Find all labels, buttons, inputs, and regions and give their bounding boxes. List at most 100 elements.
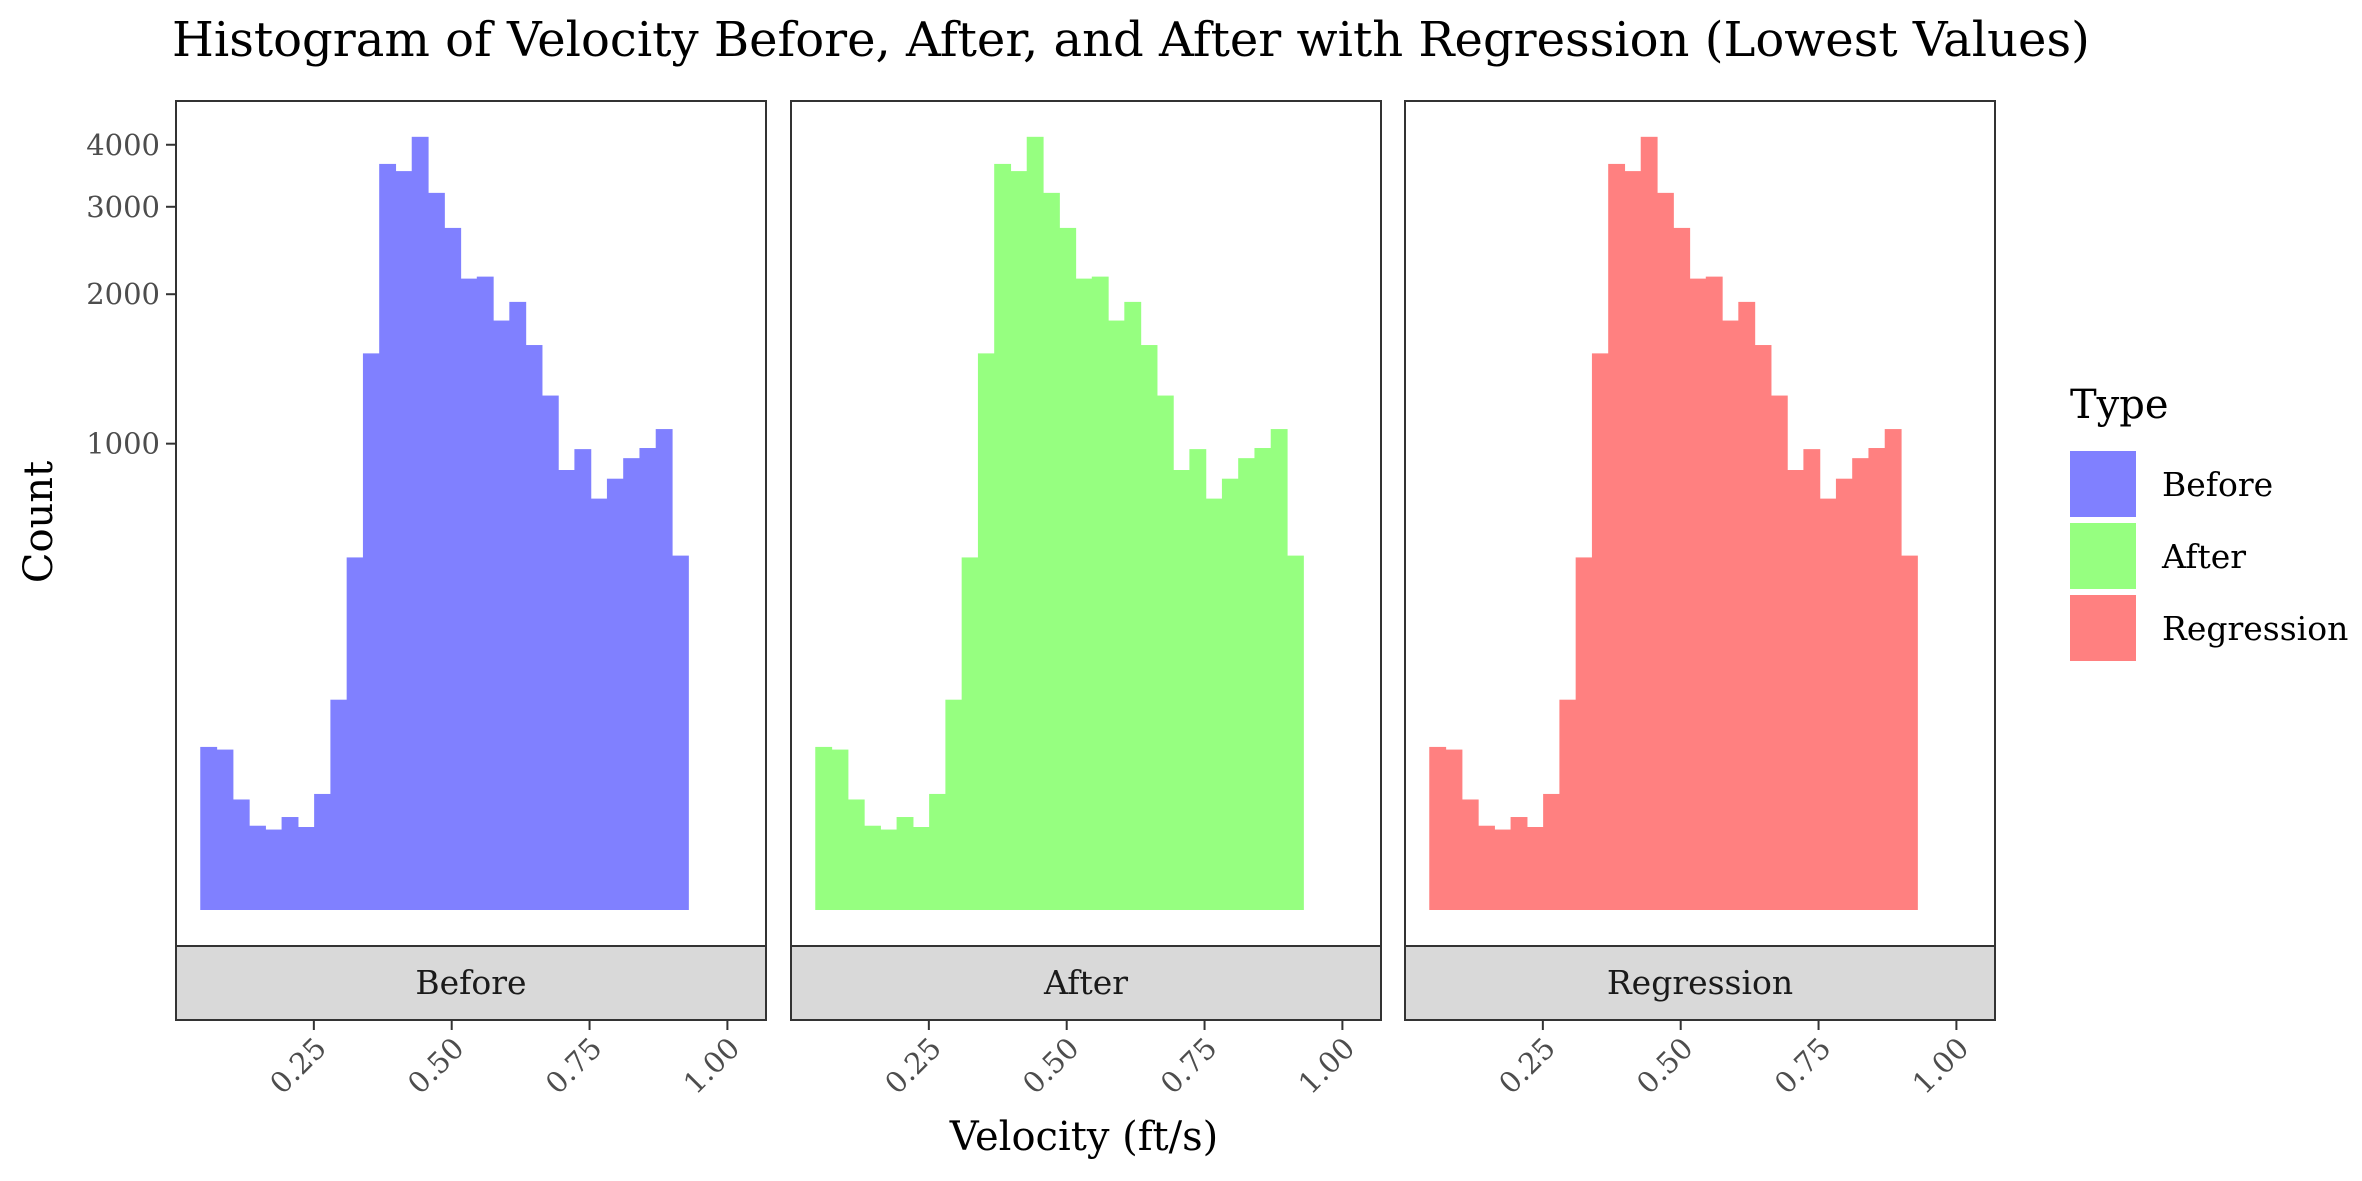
x-axis-title: Velocity (ft/s)	[949, 1114, 1218, 1160]
histogram-bar	[1091, 276, 1109, 910]
legend-key-after	[2070, 523, 2136, 589]
histogram-bar	[1852, 458, 1870, 910]
histogram-bar	[558, 470, 575, 910]
histogram-bar	[1673, 227, 1691, 910]
legend-label: Regression	[2162, 609, 2348, 648]
histogram-bar	[1608, 163, 1626, 910]
histogram-bar	[896, 817, 914, 910]
histogram-bar	[1900, 555, 1918, 910]
histogram-bar	[1803, 449, 1821, 910]
histogram-bar	[1461, 799, 1479, 910]
histogram-bar	[1754, 345, 1772, 910]
histogram-bar	[1059, 227, 1077, 910]
y-tick-label: 3000	[86, 190, 160, 224]
histogram-bar	[1543, 793, 1560, 910]
histogram-bar	[945, 699, 963, 910]
histogram-bar	[1270, 429, 1288, 910]
histogram-bar	[1429, 746, 1447, 910]
histogram-bar	[1770, 395, 1788, 910]
strip-background	[790, 945, 1382, 1021]
legend-label: After	[2161, 537, 2246, 576]
histogram-bar	[623, 458, 641, 910]
histogram-bar	[639, 448, 657, 910]
strip-background	[1404, 945, 1996, 1021]
legend-key-before	[2070, 451, 2136, 517]
histogram-bar	[1575, 557, 1593, 910]
histogram-bar	[541, 395, 559, 910]
histogram-bar	[1042, 192, 1060, 910]
histogram-bar	[994, 163, 1012, 910]
histogram-bar	[281, 817, 299, 910]
histogram-bar	[493, 320, 510, 910]
histogram-bar	[655, 429, 673, 910]
legend-entries: Before After Regression	[2070, 451, 2348, 661]
histogram-bar	[606, 478, 624, 910]
histogram-bar	[1705, 276, 1723, 910]
histogram-bar	[590, 498, 608, 910]
y-axis-title: Count	[16, 461, 62, 583]
histogram-bar	[1835, 478, 1853, 910]
histogram-bar	[1526, 827, 1544, 910]
histogram-bar	[1738, 301, 1756, 910]
histogram-bar	[297, 827, 315, 910]
legend: Type Before After Regression	[2070, 382, 2348, 661]
histogram-bar	[525, 345, 543, 910]
histogram-bar	[1254, 448, 1272, 910]
histogram-bar	[1156, 395, 1174, 910]
histogram-bar	[314, 793, 331, 910]
histogram-bar	[1140, 345, 1158, 910]
histogram-bar	[1884, 429, 1902, 910]
y-tick-label: 1000	[86, 427, 160, 461]
histogram-bar	[200, 746, 218, 910]
histogram-bar	[961, 557, 979, 910]
y-tick-label: 2000	[86, 277, 160, 311]
histogram-bar	[1124, 301, 1142, 910]
histogram-bar	[1656, 192, 1674, 910]
histogram-bar	[1559, 699, 1577, 910]
histogram-bar	[880, 829, 898, 910]
histogram-bar	[1238, 458, 1256, 910]
histogram-bar	[265, 829, 283, 910]
histogram-bar	[1205, 498, 1223, 910]
histogram-bar	[330, 699, 348, 910]
histogram-bar	[864, 825, 881, 910]
strip-background	[175, 945, 767, 1021]
histogram-bar	[1591, 353, 1609, 910]
histogram-bar	[346, 557, 364, 910]
histogram-bar	[1787, 470, 1804, 910]
histogram-bar	[912, 827, 930, 910]
histogram-bar	[1819, 498, 1837, 910]
histogram-bar	[1722, 320, 1739, 910]
y-tick-label: 4000	[86, 128, 160, 162]
histogram-bar	[395, 171, 413, 911]
histogram-bar	[476, 276, 494, 910]
legend-title: Type	[2070, 382, 2169, 428]
histogram-bar	[1868, 448, 1886, 910]
histogram-bar	[574, 449, 592, 910]
histogram-bar	[216, 749, 234, 910]
histogram-bar	[1075, 278, 1093, 910]
histogram-bar	[847, 799, 865, 910]
histogram-bar	[1689, 278, 1707, 910]
histogram-bar	[460, 278, 478, 910]
histogram-bar	[232, 799, 250, 910]
histogram-bar	[509, 301, 527, 910]
strip-label: Regression	[1607, 963, 1793, 1002]
histogram-bar	[929, 793, 946, 910]
chart-title: Histogram of Velocity Before, After, and…	[172, 12, 2090, 68]
histogram-bar	[1494, 829, 1512, 910]
histogram-bar	[1108, 320, 1125, 910]
legend-key-regression	[2070, 595, 2136, 661]
histogram-bar	[671, 555, 689, 910]
histogram-bar	[1173, 470, 1190, 910]
histogram-bar	[1478, 825, 1495, 910]
histogram-bar	[444, 227, 462, 910]
histogram-bar	[411, 136, 429, 910]
histogram-bar	[977, 353, 995, 910]
histogram-bar	[1189, 449, 1207, 910]
histogram-bar	[1010, 171, 1028, 911]
strip-label: After	[1043, 963, 1128, 1002]
